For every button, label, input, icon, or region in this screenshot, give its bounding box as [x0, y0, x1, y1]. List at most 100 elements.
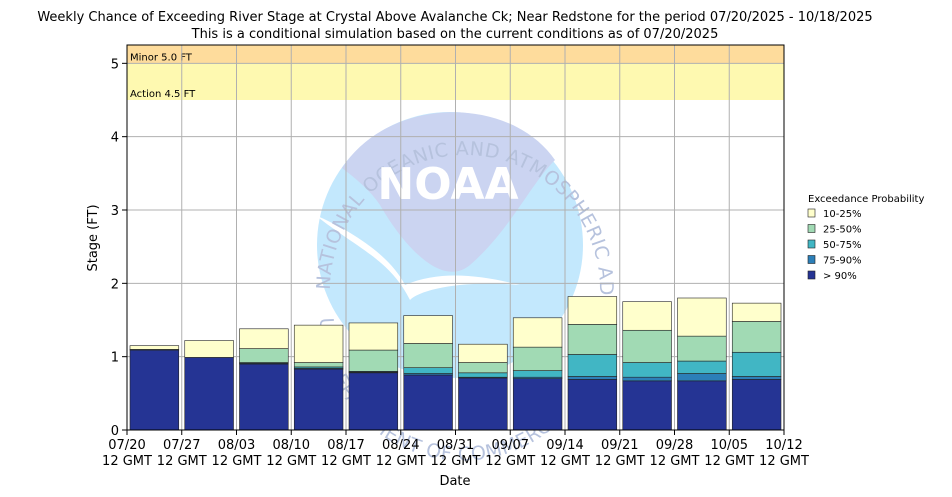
x-tick-label-date: 09/07 [492, 438, 529, 453]
bar-segment-50-75 [458, 372, 508, 378]
bar-stack [731, 302, 782, 431]
x-tick-label-time: 12 GMT [485, 454, 535, 469]
legend-swatch [807, 239, 816, 249]
bar-stack [403, 315, 453, 431]
bar-segment-25-50 [622, 329, 672, 363]
x-tick-label-date: 09/28 [656, 438, 693, 453]
bar-segment-gt90 [622, 380, 672, 431]
bar-segment-10-25 [512, 317, 563, 348]
bar-segment-75-90 [677, 373, 727, 382]
bar-segment-gt90 [567, 379, 618, 431]
bar-stack [677, 297, 727, 431]
y-tick-label: 4 [111, 131, 119, 146]
x-tick-label-date: 07/20 [108, 438, 145, 453]
x-axis-label: Date [439, 474, 470, 489]
legend: Exceedance Probability 10-25% 25-50% 50-75… [807, 194, 924, 282]
bar-segment-gt90 [184, 357, 234, 431]
bar-segment-25-50 [458, 362, 508, 374]
bar-stack [567, 296, 618, 431]
bar-segment-gt90 [239, 363, 289, 431]
bar-segment-gt90 [677, 380, 727, 431]
watermark-seagull [315, 215, 520, 300]
legend-swatch [807, 224, 816, 233]
bar-segment-50-75 [512, 370, 563, 378]
legend-label: > 90% [823, 271, 857, 282]
bar-segment-75-90 [567, 376, 618, 380]
bar-segment-10-25 [677, 297, 727, 337]
x-tick-label-time: 12 GMT [212, 454, 262, 469]
x-tick-label-date: 08/31 [437, 438, 474, 453]
legend-title: Exceedance Probability [808, 194, 924, 205]
threshold-label: Minor 5.0 FT [130, 52, 193, 63]
x-tick-label-date: 10/12 [765, 438, 802, 453]
x-tick-label-time: 12 GMT [157, 454, 207, 469]
bar-segment-gt90 [403, 374, 453, 431]
bar-stack [512, 317, 563, 431]
legend-swatch [807, 208, 816, 218]
legend-swatch [807, 255, 816, 264]
x-tick-label-time: 12 GMT [266, 454, 316, 469]
bar-segment-25-50 [567, 324, 618, 355]
y-tick-label: 5 [111, 57, 119, 72]
legend-label: 50-75% [823, 240, 862, 251]
bar-segment-gt90 [293, 368, 344, 431]
y-tick-label: 0 [111, 424, 119, 439]
chart-title: Weekly Chance of Exceeding River Stage a… [37, 10, 872, 25]
bar-stack [129, 345, 180, 431]
bar-segment-25-50 [403, 343, 453, 368]
x-tick-label-time: 12 GMT [704, 454, 754, 469]
bar-segment-10-25 [458, 343, 508, 363]
bar-segment-10-25 [622, 301, 672, 331]
legend-swatch [807, 270, 816, 280]
x-tick-label-time: 12 GMT [102, 454, 152, 469]
y-tick-label: 2 [111, 277, 119, 292]
x-tick-label-date: 07/27 [163, 438, 200, 453]
bar-stack [622, 301, 672, 431]
x-tick-label-time: 12 GMT [540, 454, 590, 469]
y-tick-label: 3 [111, 204, 119, 219]
x-tick-label-time: 12 GMT [376, 454, 426, 469]
x-tick-label-date: 09/21 [601, 438, 638, 453]
x-tick-label-time: 12 GMT [431, 454, 481, 469]
bar-segment-25-50 [512, 346, 563, 371]
bar-stack [239, 328, 289, 431]
x-tick-label-time: 12 GMT [650, 454, 700, 469]
bar-segment-gt90 [512, 378, 563, 431]
bar-stack [184, 340, 234, 431]
bar-segment-75-90 [622, 376, 672, 382]
bar-stack [348, 322, 399, 431]
y-axis-label: Stage (FT) [86, 204, 101, 271]
threshold-label: Action 4.5 FT [130, 89, 196, 100]
bar-stack [458, 343, 508, 431]
x-tick-label-date: 10/05 [711, 438, 748, 453]
bar-segment-gt90 [458, 377, 508, 431]
bar-segment-25-50 [677, 335, 727, 362]
legend-label: 25-50% [823, 225, 862, 236]
bar-segment-50-75 [403, 367, 453, 374]
x-tick-label-time: 12 GMT [595, 454, 645, 469]
bar-segment-10-25 [567, 296, 618, 325]
bar-segment-10-25 [293, 324, 344, 363]
x-tick-label-time: 12 GMT [759, 454, 809, 469]
bar-segment-50-75 [567, 354, 618, 377]
bar-segment-10-25 [129, 345, 180, 350]
x-tick-label-date: 08/17 [327, 438, 364, 453]
x-tick-label-date: 08/10 [273, 438, 310, 453]
bar-segment-10-25 [239, 328, 289, 349]
watermark-logo-text: NOAA [377, 159, 518, 210]
chart-subtitle: This is a conditional simulation based o… [191, 27, 719, 42]
bar-segment-50-75 [731, 351, 782, 377]
bar-segment-10-25 [731, 302, 782, 322]
bar-segment-50-75 [622, 362, 672, 378]
x-tick-label-date: 08/24 [382, 438, 419, 453]
legend-label: 10-25% [823, 209, 862, 220]
bar-segment-gt90 [348, 372, 399, 431]
bar-segment-75-90 [731, 376, 782, 380]
bar-segment-10-25 [348, 322, 399, 351]
watermark-upper-shape [342, 112, 555, 272]
legend-label: 75-90% [823, 256, 862, 267]
y-tick-label: 1 [111, 351, 119, 366]
bar-segment-gt90 [129, 349, 180, 431]
